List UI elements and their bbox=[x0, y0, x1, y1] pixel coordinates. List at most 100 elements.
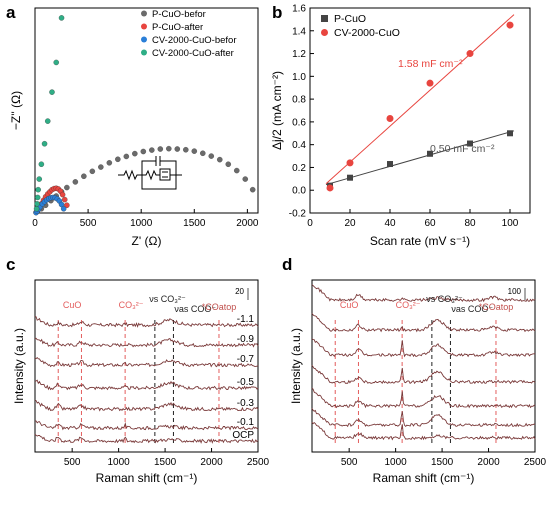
series-a-0-point bbox=[174, 146, 181, 152]
axis-b-y-label: Δj/2 (mA cm⁻²) bbox=[270, 71, 284, 150]
panel-b-capacitance-plot: 0 20 40 60 80 100 -0.2 0.0 0.2 0.4 0.6 0.8 1.0 1.2 1.4… bbox=[270, 4, 531, 248]
legend-a-label-1: P-CuO-after bbox=[152, 22, 203, 33]
series-b-0-point bbox=[507, 130, 513, 137]
axis-b-x-tick-label: 60 bbox=[424, 218, 436, 229]
annotation-c-coatop: *COatop bbox=[202, 302, 237, 312]
spectrum-d-1 bbox=[311, 313, 536, 333]
axis-c-x-tick-label: 1000 bbox=[108, 457, 131, 468]
annotation-d-coatop: *COatop bbox=[479, 302, 514, 312]
series-a-0-point bbox=[234, 167, 240, 174]
scale-bar-label-d: 100 bbox=[508, 287, 522, 296]
axis-d-y-label: Intensity (a.u.) bbox=[289, 328, 303, 404]
circuit-wire-icon bbox=[141, 160, 177, 190]
spectrum-c-0 bbox=[34, 315, 259, 328]
legend-b-marker-0 bbox=[321, 15, 328, 22]
axis-a-x-tick-label: 1000 bbox=[130, 218, 153, 229]
series-b-1-point bbox=[466, 50, 474, 58]
axis-b-y-tick-label: -0.2 bbox=[289, 209, 307, 220]
annotation-d-co3: CO₃²⁻ bbox=[396, 300, 421, 310]
axis-b-y-tick-label: 1.6 bbox=[292, 4, 306, 15]
series-a-0-point bbox=[81, 173, 87, 179]
axis-c-x-tick-label: 2500 bbox=[247, 457, 270, 468]
series-b-0-point bbox=[427, 150, 433, 157]
series-a-3-point bbox=[41, 140, 48, 147]
resistor-2-icon bbox=[142, 169, 160, 181]
plot-a-frame bbox=[34, 7, 259, 214]
axis-d-x-tick-label: 1500 bbox=[431, 457, 454, 468]
annotation-c-vs-co3: νs CO₃²⁻ bbox=[149, 294, 186, 304]
legend-a-marker-2 bbox=[141, 36, 147, 43]
axis-b-x-tick-label: 40 bbox=[384, 218, 396, 229]
panel-c-raman-plot: 500 1000 1500 2000 2500 Raman shift (cm⁻¹) Int… bbox=[12, 279, 270, 485]
cpe-symbol-icon bbox=[162, 171, 168, 178]
series-label-c-4: -0.3 bbox=[237, 398, 255, 409]
legend-a-marker-1 bbox=[141, 23, 147, 30]
series-a-3-point bbox=[38, 161, 45, 167]
axis-a-x-label: Z' (Ω) bbox=[132, 234, 162, 248]
fit-line-b-1 bbox=[325, 14, 515, 185]
series-a-0-point bbox=[72, 179, 79, 185]
series-a-3-point bbox=[44, 118, 51, 124]
axis-b-y-tick-label: 0.6 bbox=[292, 117, 306, 128]
series-b-0-point bbox=[347, 174, 353, 181]
series-a-0-point bbox=[225, 161, 232, 167]
fit-label-b-0: 0.50 mF cm⁻² bbox=[430, 143, 495, 155]
spectrum-d-5 bbox=[311, 408, 536, 428]
axis-b-x-label: Scan rate (mV s⁻¹) bbox=[370, 234, 470, 248]
axis-b-y-tick-label: 0.2 bbox=[292, 163, 306, 174]
capacitor-icon bbox=[155, 156, 161, 166]
series-a-0-point bbox=[200, 150, 206, 157]
axis-b-x-tick-label: 80 bbox=[464, 218, 476, 229]
series-a-0-point bbox=[106, 160, 113, 166]
series-a-0-point bbox=[149, 147, 155, 153]
series-a-0-point bbox=[166, 145, 172, 152]
series-b-1-point bbox=[346, 159, 354, 167]
series-a-0-point bbox=[157, 146, 164, 152]
legend-a-marker-3 bbox=[141, 49, 147, 56]
annotation-c-cuo: CuO bbox=[63, 300, 82, 310]
axis-c-x-tick-label: 2000 bbox=[200, 457, 223, 468]
cpe-element-icon bbox=[159, 168, 171, 181]
axis-b-y-tick-label: 0.8 bbox=[292, 95, 306, 106]
axis-a-x-tick-label: 2000 bbox=[236, 218, 259, 229]
series-b-1-point bbox=[506, 21, 514, 29]
series-a-0-point bbox=[242, 176, 249, 182]
spectrum-c-1 bbox=[34, 337, 259, 348]
legend-a-label-3: CV-2000-CuO-after bbox=[152, 48, 234, 59]
series-a-1-point bbox=[59, 191, 66, 198]
series-label-c-2: -0.7 bbox=[237, 354, 255, 365]
scale-bar-label-c: 20 bbox=[235, 287, 244, 296]
axis-a-x-tick-label: 1500 bbox=[183, 218, 206, 229]
panel-d-raman-plot: 500 1000 1500 2000 2500 Raman shift (cm⁻¹) Int… bbox=[289, 279, 547, 485]
axis-a-x-tick-label: 500 bbox=[80, 218, 97, 229]
spectrum-c-2 bbox=[34, 356, 259, 368]
series-a-3-point bbox=[49, 89, 55, 95]
series-a-0-point bbox=[64, 184, 70, 191]
spectrum-d-3 bbox=[311, 365, 536, 385]
legend-b-marker-1 bbox=[321, 29, 328, 36]
axis-a-x-tick-label: 0 bbox=[32, 218, 38, 229]
axis-b-x-tick-label: 0 bbox=[307, 218, 313, 229]
plot-b-frame bbox=[309, 7, 531, 214]
series-a-2-point bbox=[60, 206, 67, 212]
axis-d-x-label: Raman shift (cm⁻¹) bbox=[373, 471, 475, 485]
axis-b-y-tick-label: 0.0 bbox=[292, 186, 306, 197]
series-a-3-point bbox=[33, 206, 40, 212]
series-a-3-point bbox=[34, 201, 40, 207]
panel-letter-a: a bbox=[6, 3, 16, 22]
series-b-1-point bbox=[426, 79, 434, 87]
annotation-d-vs-co3: νs CO₃²⁻ bbox=[426, 294, 463, 304]
spectrum-c-3 bbox=[34, 379, 259, 391]
series-a-3-point bbox=[53, 59, 59, 66]
series-label-c-6: OCP bbox=[232, 430, 254, 441]
series-label-c-3: -0.5 bbox=[237, 377, 255, 388]
panel-letter-d: d bbox=[282, 255, 292, 274]
fit-label-b-1: 1.58 mF cm⁻² bbox=[398, 58, 463, 70]
panel-a-nyquist-plot: 0 500 1000 1500 2000 Z' (Ω) −Z'' (Ω) P-CuO-befo… bbox=[9, 7, 259, 248]
legend-a-marker-0 bbox=[141, 10, 147, 17]
fit-line-b-0 bbox=[325, 130, 515, 186]
series-a-0-point bbox=[123, 153, 130, 160]
annotation-d-vas-coo: νas COO⁻ bbox=[451, 304, 493, 314]
series-a-0-point bbox=[89, 168, 96, 175]
series-a-3-point bbox=[34, 194, 41, 201]
